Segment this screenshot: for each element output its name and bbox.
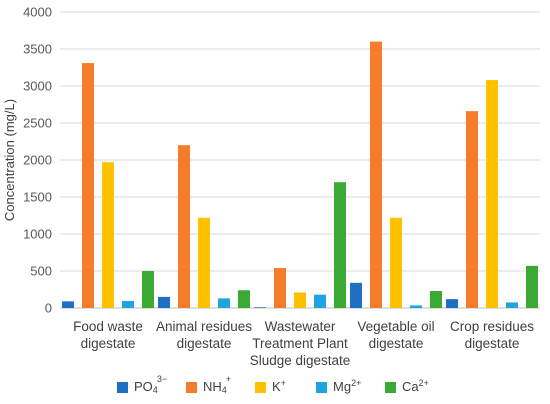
y-tick-label: 1500 <box>23 190 52 205</box>
legend-label: PO43− <box>134 374 167 395</box>
x-axis-category-labels: Food waste digestate Animal residues digest… <box>73 319 534 368</box>
bar <box>350 282 362 308</box>
legend-swatch <box>255 382 266 393</box>
legend-label: Mg2+ <box>333 378 361 394</box>
legend-swatch <box>186 382 197 393</box>
y-tick-label: 2000 <box>23 153 52 168</box>
y-tick-label: 3500 <box>23 42 52 57</box>
legend-label: K+ <box>272 378 286 394</box>
x-category-label: Food waste <box>73 319 143 334</box>
y-axis-title: Concentration (mg/L) <box>2 99 17 221</box>
bar <box>102 162 114 308</box>
bar <box>218 298 230 308</box>
bar <box>486 80 498 308</box>
legend-swatch <box>117 382 128 393</box>
legend-swatch <box>385 382 396 393</box>
bar <box>82 63 94 309</box>
bars <box>62 41 538 309</box>
x-category-label: Treatment Plant <box>252 336 348 351</box>
y-tick-label: 1000 <box>23 227 52 242</box>
bar <box>62 301 74 308</box>
legend-swatch <box>316 382 327 393</box>
legend-label: Ca2+ <box>402 378 429 394</box>
bar <box>274 268 286 308</box>
x-category-label: digestate <box>465 336 520 351</box>
bar <box>446 299 458 308</box>
bar <box>526 265 538 308</box>
x-category-label: digestate <box>369 336 424 351</box>
bar <box>142 271 154 308</box>
legend-label: NH4+ <box>203 374 231 395</box>
legend: PO43− NH4+ K+ Mg2+ Ca2+ <box>117 374 429 395</box>
bar <box>314 294 326 308</box>
x-category-label: digestate <box>81 336 136 351</box>
bar <box>390 217 402 308</box>
x-category-label: Wastewater <box>265 319 336 334</box>
y-tick-label: 3000 <box>23 79 52 94</box>
y-axis-ticks: 0 500 1000 1500 2000 2500 3000 3500 4000 <box>23 5 52 316</box>
bar <box>158 296 170 308</box>
gridlines <box>60 11 540 309</box>
x-category-label: Animal residues <box>156 319 252 334</box>
x-category-label: digestate <box>177 336 232 351</box>
bar <box>178 145 190 308</box>
x-category-label: Vegetable oil <box>357 319 434 334</box>
bar <box>294 292 306 308</box>
y-tick-label: 4000 <box>23 5 52 20</box>
bar <box>370 41 382 308</box>
bar <box>334 182 346 308</box>
x-category-label: Sludge digestate <box>250 353 351 368</box>
y-tick-label: 2500 <box>23 116 52 131</box>
bar <box>254 307 266 308</box>
bar <box>506 302 518 308</box>
bar <box>122 300 134 308</box>
bar <box>466 111 478 308</box>
x-category-label: Crop residues <box>450 319 534 334</box>
y-tick-label: 500 <box>30 264 52 279</box>
bar <box>198 217 210 308</box>
y-tick-label: 0 <box>45 301 52 316</box>
bar <box>238 290 250 308</box>
bar <box>410 305 422 308</box>
bar <box>430 290 442 308</box>
